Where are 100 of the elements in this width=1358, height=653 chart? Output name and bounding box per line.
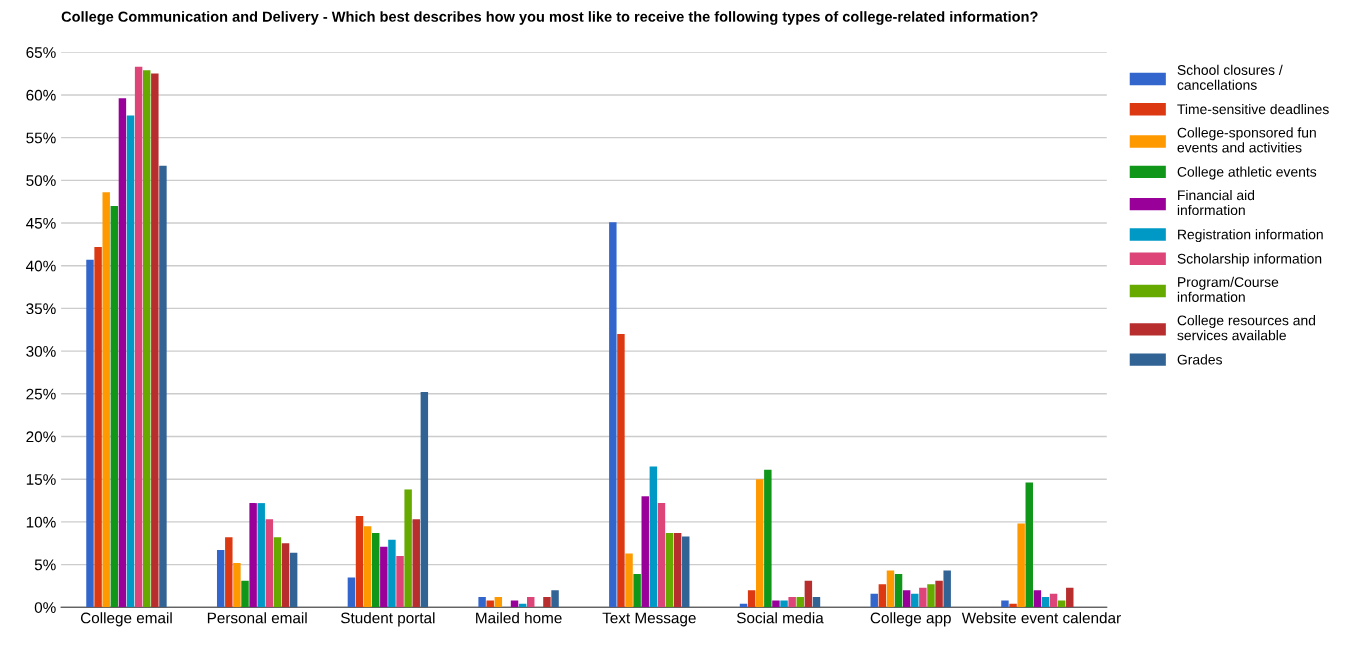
y-tick-label: 10% bbox=[26, 516, 56, 528]
bar bbox=[420, 392, 429, 608]
bar bbox=[241, 580, 249, 608]
bar bbox=[1066, 587, 1074, 608]
bar bbox=[134, 66, 143, 608]
bar bbox=[143, 70, 151, 608]
bar bbox=[649, 466, 658, 608]
bar bbox=[94, 246, 102, 608]
bar bbox=[372, 533, 380, 608]
y-tick-label: 50% bbox=[26, 175, 56, 187]
bar bbox=[102, 192, 110, 608]
legend-label: Financial aid information bbox=[1177, 189, 1255, 216]
bar bbox=[1025, 482, 1033, 608]
y-tick-label: 20% bbox=[26, 431, 56, 443]
bar bbox=[796, 597, 804, 608]
bar bbox=[633, 573, 641, 608]
bar bbox=[747, 590, 756, 608]
bar bbox=[1017, 523, 1025, 608]
legend-label: College resources and services available bbox=[1177, 315, 1316, 341]
bar bbox=[943, 570, 951, 608]
bar bbox=[347, 577, 356, 608]
bar bbox=[289, 552, 298, 608]
bar bbox=[617, 334, 625, 608]
chart-title: College Communication and Delivery - Which best describes how you most like to receive the following types of college-related information? bbox=[61, 11, 1038, 25]
bar bbox=[404, 489, 412, 608]
bar bbox=[486, 600, 494, 608]
bar bbox=[216, 550, 225, 608]
bar bbox=[265, 519, 274, 608]
bar bbox=[756, 479, 764, 608]
bar bbox=[772, 600, 780, 608]
bar bbox=[1041, 597, 1050, 608]
bar bbox=[86, 259, 94, 608]
bar bbox=[233, 562, 241, 608]
bar bbox=[281, 543, 290, 608]
bar bbox=[494, 597, 503, 608]
x-tick-label: College app bbox=[870, 612, 951, 627]
bar bbox=[804, 580, 813, 608]
bar bbox=[151, 73, 159, 608]
bar bbox=[1009, 603, 1017, 608]
bar bbox=[363, 526, 372, 608]
legend-label: Grades bbox=[1177, 354, 1222, 365]
legend-label: Program/Course information bbox=[1177, 276, 1279, 302]
y-tick-label: 25% bbox=[26, 388, 56, 400]
bar bbox=[894, 573, 903, 608]
bar bbox=[118, 98, 127, 608]
bar bbox=[551, 590, 559, 608]
legend-label: College athletic events bbox=[1177, 166, 1317, 180]
bar bbox=[380, 546, 388, 608]
bar bbox=[886, 570, 895, 608]
y-tick-label: 45% bbox=[26, 217, 56, 229]
bar bbox=[355, 515, 364, 608]
bar bbox=[902, 590, 911, 608]
bar bbox=[1033, 590, 1042, 608]
bar bbox=[780, 600, 788, 608]
y-tick-label: 0% bbox=[34, 602, 56, 613]
bar bbox=[478, 597, 486, 608]
bar bbox=[388, 539, 396, 608]
bar bbox=[110, 205, 119, 608]
y-tick-label: 65% bbox=[26, 47, 56, 58]
legend-label: School closures / cancellations bbox=[1177, 64, 1283, 90]
legend-label: College-sponsored fun events and activities bbox=[1177, 127, 1316, 153]
bar bbox=[510, 600, 519, 608]
x-tick-label: Text Message bbox=[602, 612, 696, 627]
bar bbox=[812, 597, 821, 608]
bar bbox=[927, 584, 935, 608]
x-tick-label: Website event calendar bbox=[961, 612, 1121, 624]
bar bbox=[1057, 600, 1066, 608]
bar bbox=[919, 587, 927, 608]
bar bbox=[665, 533, 674, 608]
bar bbox=[1001, 600, 1009, 608]
legend-label: Time-sensitive deadlines bbox=[1177, 103, 1329, 115]
x-tick-label: Personal email bbox=[207, 612, 307, 624]
x-tick-label: Social media bbox=[736, 612, 824, 624]
bar bbox=[788, 597, 796, 608]
bar bbox=[764, 469, 772, 608]
bar bbox=[159, 165, 167, 608]
bar bbox=[527, 597, 535, 608]
bar bbox=[543, 597, 551, 608]
bar bbox=[673, 533, 682, 608]
y-tick-label: 30% bbox=[26, 345, 56, 357]
bar bbox=[126, 115, 135, 608]
bar bbox=[878, 584, 887, 608]
bar bbox=[609, 222, 617, 608]
bar bbox=[935, 580, 943, 608]
y-tick-label: 15% bbox=[26, 474, 56, 485]
bar bbox=[257, 503, 265, 608]
bar bbox=[249, 503, 257, 608]
bar bbox=[412, 519, 420, 608]
bar bbox=[273, 537, 282, 608]
x-tick-label: College email bbox=[80, 612, 172, 627]
bar bbox=[625, 553, 633, 608]
y-tick-label: 40% bbox=[26, 260, 56, 272]
y-tick-label: 60% bbox=[26, 89, 56, 101]
y-tick-label: 35% bbox=[26, 303, 56, 315]
legend-label: Scholarship information bbox=[1177, 253, 1322, 267]
bar bbox=[396, 556, 404, 608]
legend-label: Registration information bbox=[1178, 229, 1323, 243]
y-tick-label: 5% bbox=[34, 559, 56, 571]
x-tick-label: Mailed home bbox=[476, 612, 562, 624]
bar bbox=[657, 503, 666, 608]
